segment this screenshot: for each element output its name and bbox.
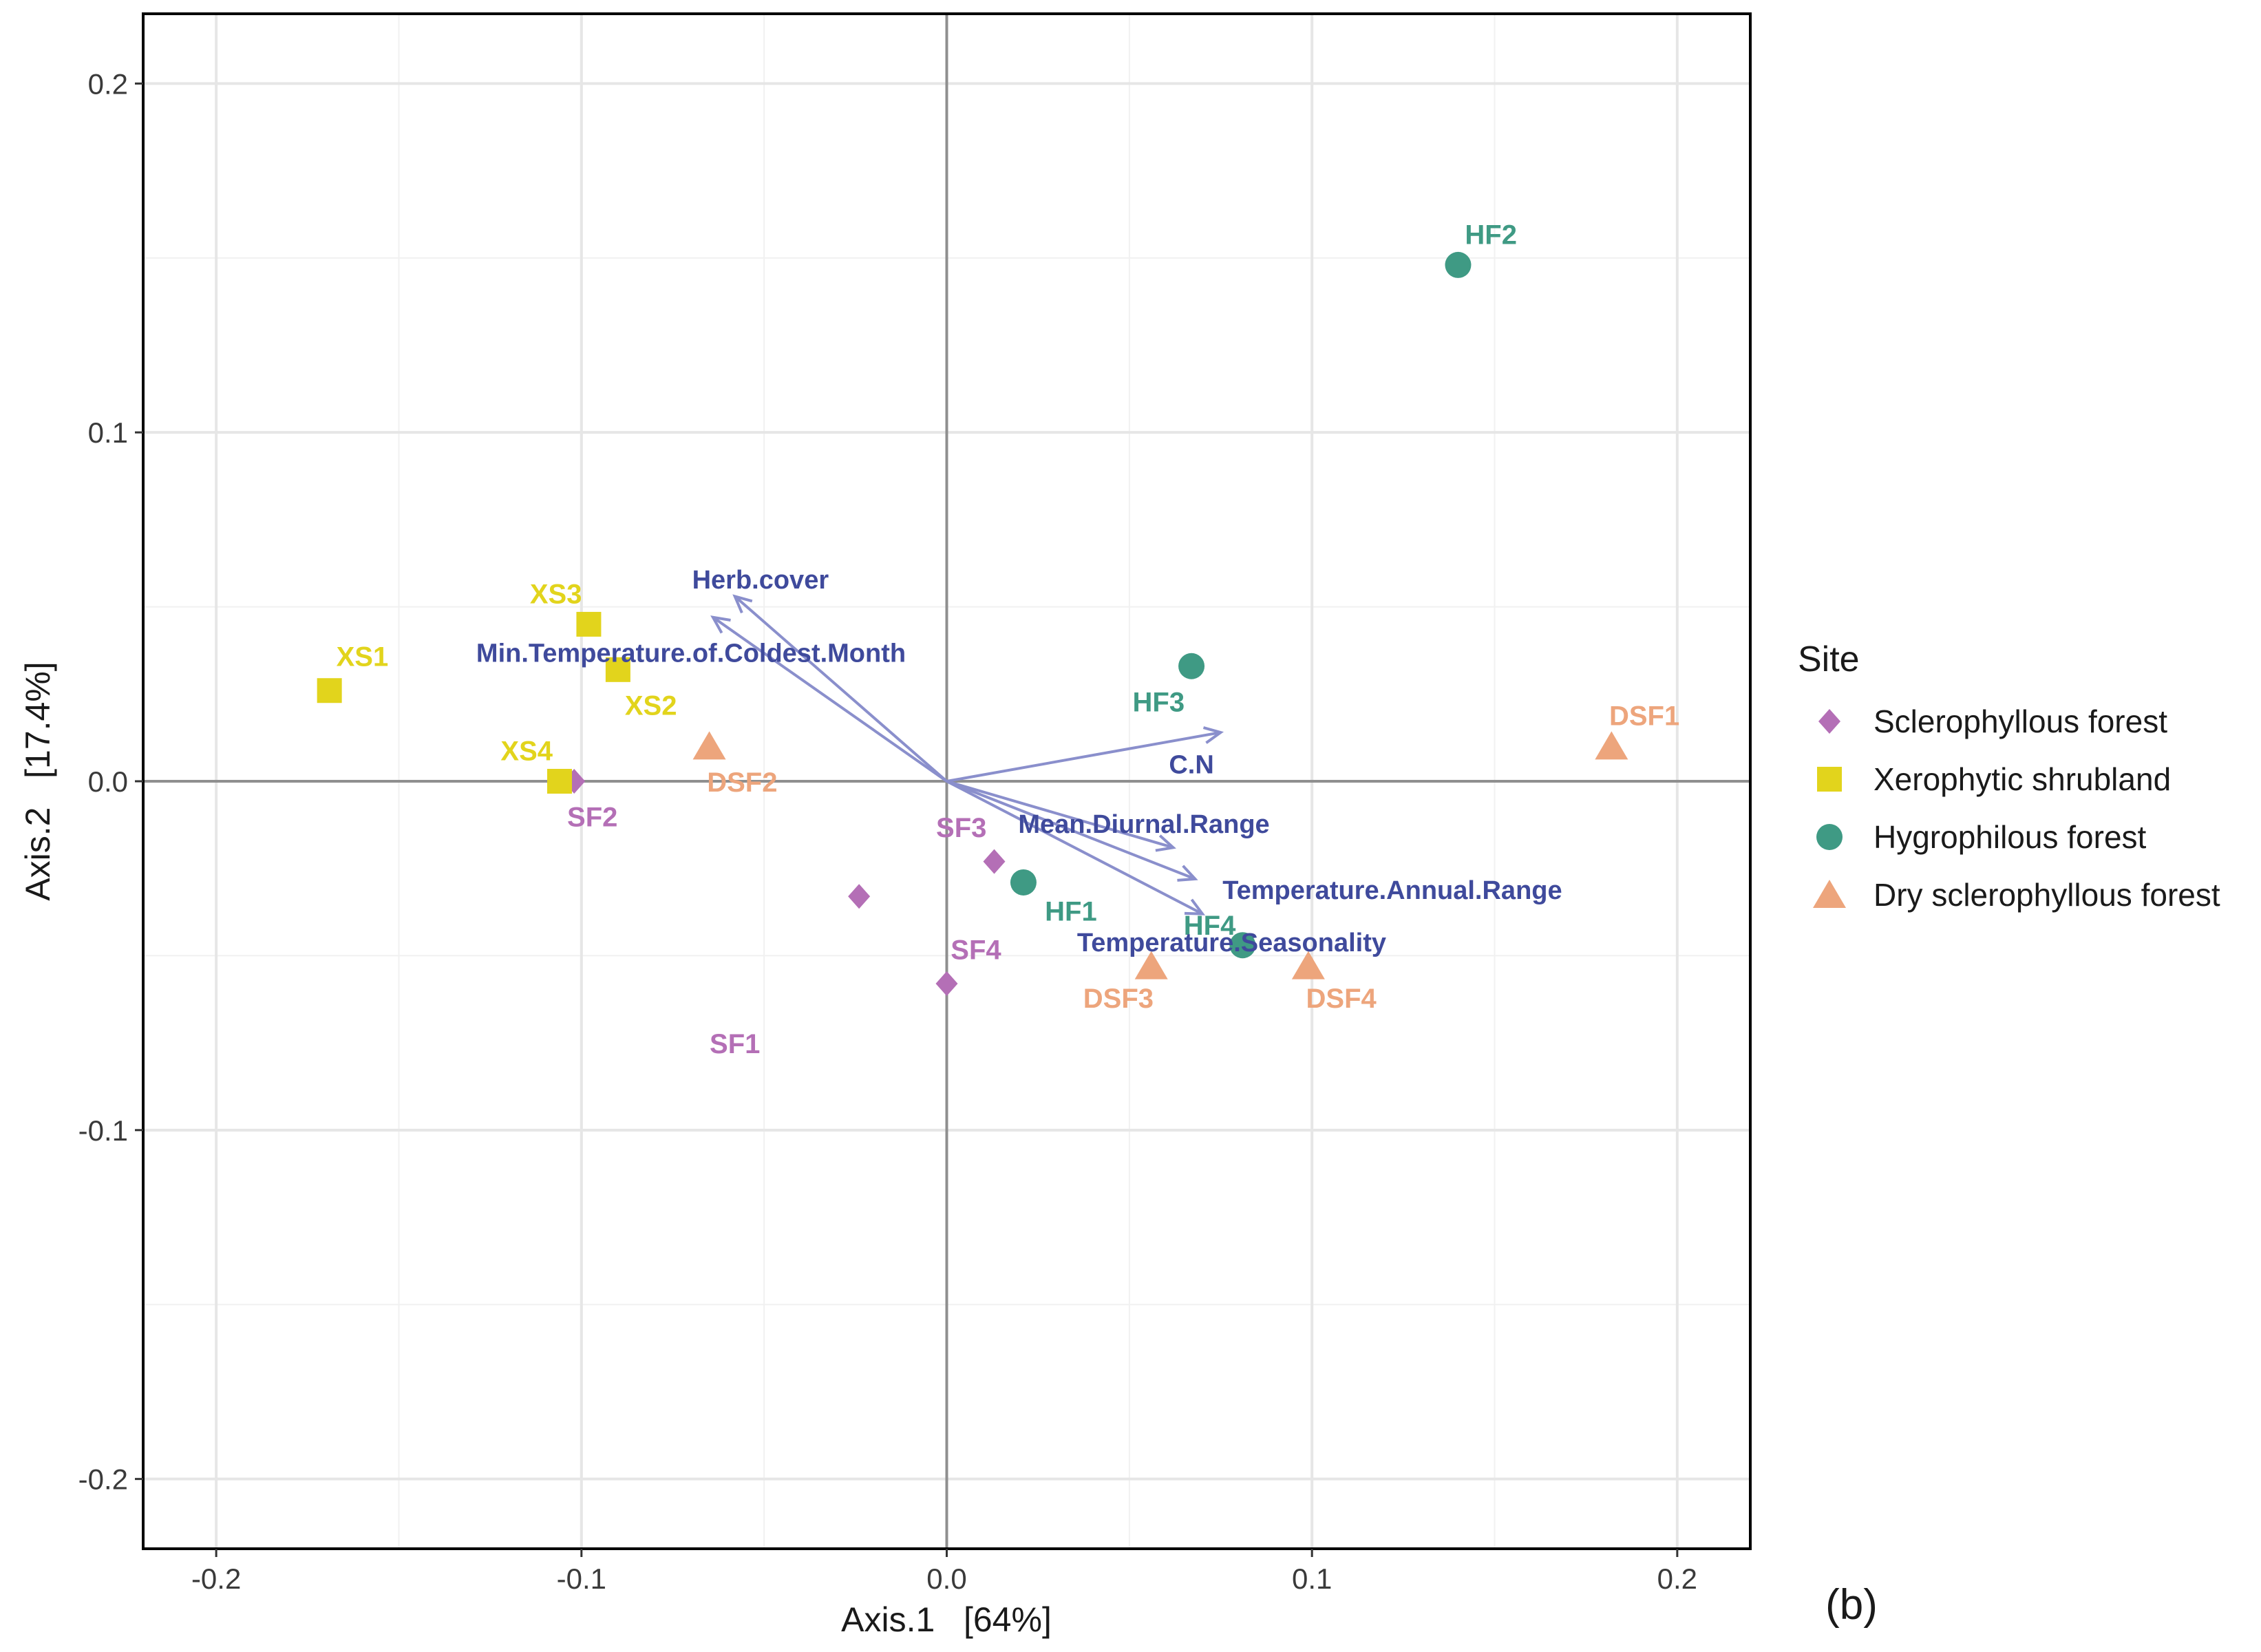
site-label-xs1: XS1 bbox=[337, 642, 389, 673]
vector-label: Min.Temperature.of.Coldest.Month bbox=[476, 639, 906, 668]
panel-label: (b) bbox=[1825, 1581, 1878, 1629]
site-points bbox=[317, 251, 1628, 996]
site-point-sf1 bbox=[848, 884, 871, 909]
y-tick-label: 0.0 bbox=[88, 765, 128, 798]
y-tick-label: 0.2 bbox=[88, 67, 128, 100]
legend-key-circle bbox=[1816, 824, 1843, 850]
site-point-hf2 bbox=[1445, 251, 1472, 278]
site-label-hf3: HF3 bbox=[1133, 687, 1185, 717]
legend-entries: Sclerophyllous forest Xerophytic shrublan… bbox=[1813, 703, 2220, 913]
legend-label: Sclerophyllous forest bbox=[1873, 703, 2167, 739]
site-labels: SF1 SF2 SF3 SF4 XS1 XS2 XS3 XS4 HF1 HF2 HF3 HF4 DSF1… bbox=[337, 220, 1680, 1059]
site-label-hf2: HF2 bbox=[1465, 220, 1517, 250]
legend-label: Xerophytic shrubland bbox=[1873, 761, 2171, 797]
vector-label: Herb.cover bbox=[692, 566, 829, 595]
y-axis-title: Axis.2 [17.4%] bbox=[19, 661, 57, 900]
site-point-sf4 bbox=[935, 971, 958, 996]
vector-arrowhead bbox=[1184, 898, 1206, 915]
vector-line bbox=[946, 780, 1196, 880]
x-axis-title: Axis.1 [64%] bbox=[841, 1600, 1052, 1639]
site-point-dsf1 bbox=[1595, 731, 1628, 760]
vector-line bbox=[712, 616, 948, 783]
x-tick-label: -0.2 bbox=[191, 1563, 241, 1595]
site-label-dsf2: DSF2 bbox=[707, 767, 777, 798]
site-point-xs3 bbox=[576, 611, 602, 637]
site-label-xs4: XS4 bbox=[500, 736, 553, 766]
vector-label: Temperature.Annual.Range bbox=[1222, 876, 1562, 905]
site-label-hf1: HF1 bbox=[1045, 897, 1097, 927]
vector-arrowhead bbox=[1155, 834, 1176, 852]
x-tick-label: 0.2 bbox=[1657, 1563, 1697, 1595]
site-point-dsf3 bbox=[1134, 951, 1168, 979]
site-label-sf1: SF1 bbox=[710, 1029, 760, 1059]
x-tick-label: 0.1 bbox=[1292, 1563, 1332, 1595]
vector-arrowhead bbox=[732, 594, 753, 614]
y-tick-label: -0.1 bbox=[78, 1114, 128, 1147]
y-tick-label: -0.2 bbox=[78, 1463, 128, 1496]
legend-label: Hygrophilous forest bbox=[1873, 819, 2147, 855]
legend-key-triangle bbox=[1813, 880, 1846, 908]
legend-title: Site bbox=[1798, 639, 1860, 679]
site-point-sf3 bbox=[983, 849, 1006, 874]
vector-labels: Herb.cover Min.Temperature.of.Coldest.Mon… bbox=[476, 566, 1562, 957]
x-tick-label: 0.0 bbox=[926, 1563, 966, 1595]
site-label-dsf3: DSF3 bbox=[1083, 984, 1154, 1014]
site-label-xs2: XS2 bbox=[625, 691, 677, 721]
site-point-dsf4 bbox=[1291, 951, 1325, 979]
vector-line bbox=[946, 780, 1203, 915]
site-point-hf3 bbox=[1178, 653, 1205, 679]
legend-label: Dry sclerophyllous forest bbox=[1873, 877, 2220, 913]
vector-line bbox=[734, 595, 948, 783]
site-point-dsf2 bbox=[692, 731, 726, 760]
vector-line bbox=[946, 780, 1174, 849]
legend-key-diamond bbox=[1818, 709, 1840, 734]
vector-arrowhead bbox=[1177, 865, 1198, 882]
vector-arrowhead bbox=[710, 615, 731, 634]
site-label-xs3: XS3 bbox=[530, 579, 582, 609]
site-label-dsf4: DSF4 bbox=[1306, 984, 1377, 1014]
site-point-xs4 bbox=[546, 769, 572, 794]
vector-arrowhead bbox=[1202, 726, 1224, 744]
site-label-sf2: SF2 bbox=[567, 803, 617, 833]
axes: -0.2 -0.1 0.0 0.1 0.2 -0.2 -0.1 0.0 0.1 0.2 bbox=[78, 67, 1697, 1595]
site-label-dsf1: DSF1 bbox=[1609, 701, 1679, 732]
environmental-vectors bbox=[710, 594, 1224, 915]
legend: Site Sclerophyllous forest Xerophytic shr… bbox=[1798, 639, 2220, 913]
vector-line bbox=[946, 731, 1221, 783]
site-point-hf4 bbox=[1229, 932, 1256, 959]
site-point-hf1 bbox=[1010, 869, 1037, 896]
x-tick-label: -0.1 bbox=[557, 1563, 606, 1595]
vector-label: C.N bbox=[1169, 751, 1213, 780]
site-label-sf4: SF4 bbox=[951, 935, 1001, 965]
legend-key-square bbox=[1817, 767, 1842, 792]
y-tick-label: 0.1 bbox=[88, 416, 128, 449]
vector-label: Mean.Diurnal.Range bbox=[1018, 810, 1269, 839]
site-point-xs1 bbox=[317, 678, 342, 703]
site-label-hf4: HF4 bbox=[1184, 911, 1236, 941]
site-label-sf3: SF3 bbox=[936, 813, 986, 843]
site-point-xs2 bbox=[605, 657, 630, 682]
vector-label: Temperature.Seasonality bbox=[1077, 929, 1386, 957]
